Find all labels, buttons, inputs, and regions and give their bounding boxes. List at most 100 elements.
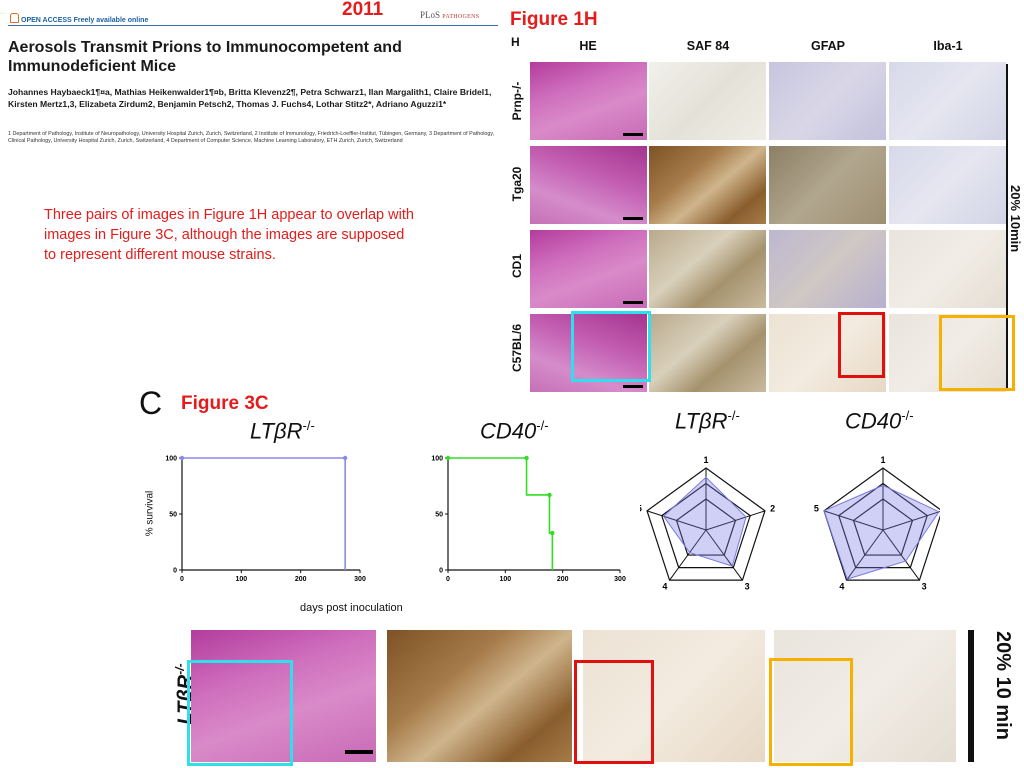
- col-header-saf84: SAF 84: [686, 39, 730, 53]
- micrograph-3c-saf84: [387, 630, 572, 762]
- micrograph-cd1-iba1: [889, 230, 1006, 308]
- genotype-superscript: -/-: [727, 408, 740, 423]
- article-affiliations: 1 Department of Pathology, Institute of …: [8, 131, 495, 145]
- radar-axis-label: 5: [640, 503, 642, 513]
- radar-grid-ring: [823, 467, 940, 581]
- micrograph-3c-he: [191, 630, 376, 762]
- col-header-iba1: Iba-1: [933, 39, 963, 53]
- data-point: [547, 492, 552, 498]
- micrograph-tga20-saf84: [649, 146, 766, 224]
- x-tick-label: 0: [180, 576, 184, 583]
- genotype-superscript: -/-: [536, 418, 549, 433]
- genotype-text: LTβR: [250, 418, 303, 444]
- article-title: Aerosols Transmit Prions to Immunocompet…: [8, 39, 402, 75]
- row-label-superscript: -/-: [173, 663, 187, 675]
- highlight-box-cyan: [571, 311, 651, 382]
- genotype-text: LTβR: [675, 408, 728, 434]
- radar-spoke: [846, 529, 884, 581]
- radar-spoke: [882, 529, 920, 581]
- row-label-tga20: Tga20: [510, 166, 524, 202]
- genotype-superscript: -/-: [302, 418, 315, 433]
- survival-chart-ltbr: 0 50 100 0 100 200 300: [165, 456, 366, 584]
- scale-bar: [623, 217, 643, 220]
- highlight-box-red: [838, 312, 885, 378]
- y-tick-label: 100: [431, 456, 443, 463]
- highlight-box-orange: [939, 315, 1015, 391]
- lock-icon: [10, 13, 19, 23]
- open-access-banner: OPEN ACCESS Freely available online: [8, 13, 148, 24]
- col-header-he: HE: [579, 39, 597, 53]
- micrograph-c57bl6-gfap: [769, 314, 886, 392]
- radar-spoke: [669, 529, 707, 581]
- scale-bar: [345, 750, 373, 754]
- journal-logo: PLoS PATHOGENS: [420, 10, 479, 20]
- data-point: [550, 530, 555, 536]
- scale-bar: [623, 301, 643, 304]
- micrograph-3c-gfap: [583, 630, 765, 762]
- radar-grid-ring: [675, 498, 737, 556]
- radar-spoke: [646, 510, 707, 531]
- micrograph-tga20-he: [530, 146, 647, 224]
- radar-spoke: [705, 510, 766, 531]
- x-tick-label: 300: [614, 576, 626, 583]
- radar-value-area: [662, 476, 747, 567]
- radar-value-area: [823, 484, 940, 580]
- figure-3c-panel-letter: C: [139, 385, 163, 421]
- micrograph-cd1-gfap: [769, 230, 886, 308]
- journal-name: PLoS: [420, 10, 441, 20]
- radar-spoke: [882, 510, 940, 531]
- figure-1h-panel-letter: H: [511, 35, 520, 49]
- micrograph-cd1-saf84: [649, 230, 766, 308]
- highlight-box-cyan-3c: [187, 660, 293, 766]
- journal-sub: PATHOGENS: [442, 14, 480, 20]
- radar-spoke: [823, 510, 884, 531]
- x-tick-label: 100: [499, 576, 511, 583]
- data-point: [524, 455, 529, 461]
- micrograph-3c-iba1: [774, 630, 956, 762]
- radar-axis-label: 3: [745, 582, 750, 592]
- col-header-gfap: GFAP: [810, 39, 846, 53]
- genotype-superscript: -/-: [901, 408, 914, 423]
- radar-grid-ring: [852, 498, 914, 556]
- genotype-cd40-survival: CD40-/-: [480, 418, 549, 444]
- micrograph-tga20-gfap: [769, 146, 886, 224]
- y-tick-label: 50: [435, 512, 443, 519]
- micrograph-c57bl6-saf84: [649, 314, 766, 392]
- figure-1h-side-bar: [1006, 64, 1008, 389]
- x-tick-label: 0: [446, 576, 450, 583]
- y-tick-label: 0: [439, 568, 443, 575]
- data-point: [445, 455, 451, 461]
- survival-line: [448, 457, 554, 570]
- radar-spoke: [705, 529, 743, 581]
- genotype-cd40-radar: CD40-/-: [845, 408, 914, 434]
- radar-axis-label: 4: [839, 582, 844, 592]
- genotype-ltbr-survival: LTβR-/-: [250, 418, 315, 444]
- micrograph-prnp-he: [530, 62, 647, 140]
- survival-charts: 0 50 100 0 100 200 300 0 50 100 0 100 200 300: [165, 455, 626, 584]
- radar-axis-label: 5: [814, 503, 819, 513]
- micrograph-prnp-saf84: [649, 62, 766, 140]
- y-tick-label: 50: [169, 512, 177, 519]
- genotype-text: CD40: [845, 408, 902, 434]
- article-authors: Johannes Haybaeck1¶¤a, Mathias Heikenwal…: [8, 87, 492, 109]
- year-label: 2011: [342, 0, 384, 20]
- genotype-ltbr-radar: LTβR-/-: [675, 408, 740, 434]
- micrograph-cd1-he: [530, 230, 647, 308]
- x-tick-label: 300: [354, 576, 366, 583]
- row-label-cd1: CD1: [510, 254, 524, 279]
- scale-bar: [623, 133, 643, 136]
- radar-axis-label: 2: [770, 503, 775, 513]
- y-tick-label: 0: [173, 568, 177, 575]
- radar-chart-ltbr: 1 2 3 4 5: [640, 455, 775, 592]
- data-point: [179, 455, 185, 461]
- data-point: [342, 455, 348, 461]
- x-tick-label: 100: [235, 576, 247, 583]
- header-rule: [8, 25, 498, 26]
- radar-axis-label: 1: [703, 455, 708, 465]
- y-axis-label: % survival: [144, 490, 156, 537]
- overlap-note: Three pairs of images in Figure 1H appea…: [44, 207, 414, 263]
- radar-axis-label: 4: [662, 582, 667, 592]
- genotype-text: CD40: [480, 418, 537, 444]
- radar-axis-label: 3: [922, 582, 927, 592]
- figure-3c-side-label: 20% 10 min: [992, 631, 1014, 740]
